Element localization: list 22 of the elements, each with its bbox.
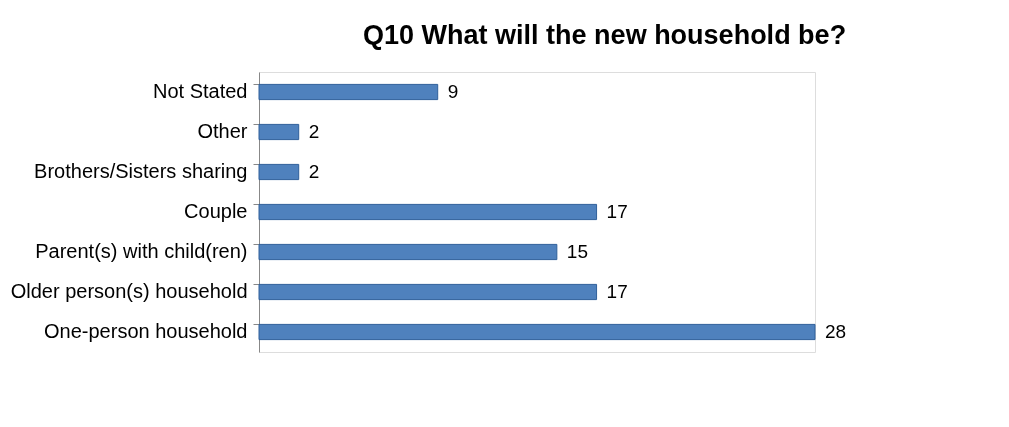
bar bbox=[258, 163, 300, 181]
bar bbox=[258, 323, 816, 341]
y-tick-label: Parent(s) with child(ren) bbox=[35, 240, 248, 262]
bar bbox=[258, 203, 598, 221]
data-label: 28 bbox=[825, 321, 847, 342]
data-label: 15 bbox=[566, 241, 588, 262]
y-tick-label: Brothers/Sisters sharing bbox=[34, 160, 248, 182]
y-tick-label: Couple bbox=[184, 200, 248, 222]
bar bbox=[258, 83, 439, 101]
bar bbox=[258, 243, 558, 261]
bar bbox=[258, 283, 598, 301]
y-tick-label: One-person household bbox=[44, 320, 248, 342]
y-tick-label: Other bbox=[197, 120, 248, 142]
y-tick-label: Older person(s) household bbox=[10, 280, 248, 302]
data-label: 2 bbox=[308, 161, 320, 182]
y-tick-label: Not Stated bbox=[152, 80, 248, 102]
bar bbox=[258, 123, 300, 141]
data-label: 17 bbox=[606, 281, 628, 302]
data-label: 9 bbox=[447, 81, 459, 102]
data-label: 2 bbox=[308, 121, 320, 142]
chart-title: Q10 What will the new household be? bbox=[363, 20, 847, 50]
data-label: 17 bbox=[606, 201, 628, 222]
